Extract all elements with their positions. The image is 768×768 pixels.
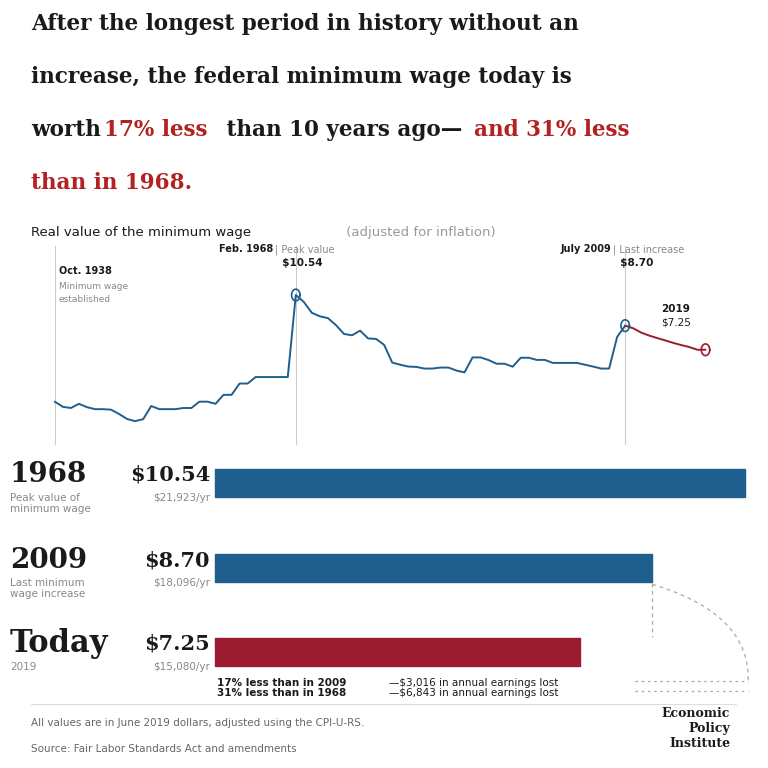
Text: | Peak value: | Peak value — [275, 244, 334, 255]
Text: —$6,843 in annual earnings lost: —$6,843 in annual earnings lost — [389, 688, 558, 698]
Text: Minimum wage: Minimum wage — [59, 282, 128, 291]
Text: $7.25: $7.25 — [661, 318, 691, 328]
Bar — [215, 469, 745, 497]
Text: July 2009: July 2009 — [561, 244, 611, 254]
Text: 2019: 2019 — [661, 304, 690, 314]
Text: and 31% less: and 31% less — [474, 119, 629, 141]
Text: Last minimum: Last minimum — [10, 578, 84, 588]
Text: Real value of the minimum wage: Real value of the minimum wage — [31, 226, 251, 239]
Text: 17% less than in 2009: 17% less than in 2009 — [217, 678, 346, 688]
Text: 2019: 2019 — [10, 662, 36, 672]
Text: Economic
Policy
Institute: Economic Policy Institute — [662, 707, 730, 750]
Text: $15,080/yr: $15,080/yr — [153, 662, 210, 672]
Text: After the longest period in history without an: After the longest period in history with… — [31, 13, 578, 35]
Text: increase, the federal minimum wage today is: increase, the federal minimum wage today… — [31, 66, 571, 88]
Text: Today: Today — [10, 628, 108, 659]
Text: 31% less than in 1968: 31% less than in 1968 — [217, 688, 346, 698]
Text: than in 1968.: than in 1968. — [31, 172, 192, 194]
Bar — [215, 637, 580, 666]
Text: minimum wage: minimum wage — [10, 504, 91, 514]
Text: Feb. 1968: Feb. 1968 — [219, 244, 273, 254]
Text: 1968: 1968 — [10, 462, 88, 488]
Text: Oct. 1938: Oct. 1938 — [59, 266, 111, 276]
Text: $21,923/yr: $21,923/yr — [153, 493, 210, 503]
Text: All values are in June 2019 dollars, adjusted using the CPI-U-RS.: All values are in June 2019 dollars, adj… — [31, 718, 364, 728]
Text: (adjusted for inflation): (adjusted for inflation) — [342, 226, 495, 239]
Text: than 10 years ago—: than 10 years ago— — [219, 119, 462, 141]
Text: | Last increase: | Last increase — [613, 244, 684, 255]
Text: $18,096/yr: $18,096/yr — [153, 578, 210, 588]
Bar — [215, 554, 653, 582]
Text: Peak value of: Peak value of — [10, 493, 80, 503]
Text: $7.25: $7.25 — [144, 634, 210, 654]
Text: $10.54: $10.54 — [130, 465, 210, 485]
Text: —$3,016 in annual earnings lost: —$3,016 in annual earnings lost — [389, 678, 558, 688]
Text: wage increase: wage increase — [10, 589, 85, 599]
Text: worth: worth — [31, 119, 108, 141]
Text: $8.70: $8.70 — [144, 551, 210, 571]
Text: $10.54: $10.54 — [275, 258, 323, 268]
Text: $8.70: $8.70 — [613, 258, 654, 268]
Text: established: established — [59, 296, 111, 304]
Text: Source: Fair Labor Standards Act and amendments: Source: Fair Labor Standards Act and ame… — [31, 743, 296, 754]
Text: 17% less: 17% less — [104, 119, 207, 141]
Text: 2009: 2009 — [10, 547, 87, 574]
